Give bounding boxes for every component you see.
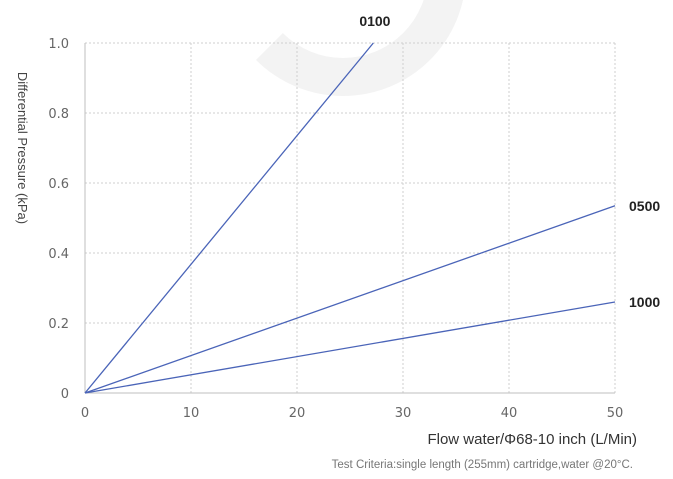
x-tick-label: 50	[607, 406, 624, 421]
y-tick-label: 0.6	[48, 177, 69, 192]
series-label-0500: 0500	[629, 198, 660, 214]
axes: 0 0.2 0.4 0.6 0.8 1.0 0 10 20 30 40 50	[48, 37, 623, 421]
series-line-0500	[84, 205, 616, 394]
x-axis-label: Flow water/Φ68-10 inch (L/Min)	[427, 431, 637, 448]
y-tick-label: 0.8	[48, 107, 69, 122]
x-tick-label: 0	[81, 406, 89, 421]
y-tick-label: 0.4	[48, 247, 69, 262]
series-label-1000: 1000	[629, 294, 660, 310]
series-line-1000	[84, 301, 616, 394]
y-axis-label: Differential Pressure (kPa)	[15, 72, 30, 224]
y-tick-label: 0.2	[48, 317, 69, 332]
y-tick-label: 1.0	[48, 37, 69, 52]
x-tick-label: 10	[183, 406, 200, 421]
series-line-0100	[84, 42, 374, 394]
grid	[85, 42, 616, 393]
series-label-0100: 0100	[359, 13, 390, 29]
x-tick-label: 40	[501, 406, 518, 421]
y-tick-label: 0	[61, 387, 69, 402]
x-tick-label: 20	[289, 406, 306, 421]
test-criteria-note: Test Criteria:single length (255mm) cart…	[332, 459, 633, 471]
x-tick-label: 30	[395, 406, 412, 421]
labels: Differential Pressure (kPa) Flow water/Φ…	[15, 72, 637, 471]
series: 0100 0500 1000	[84, 13, 660, 394]
